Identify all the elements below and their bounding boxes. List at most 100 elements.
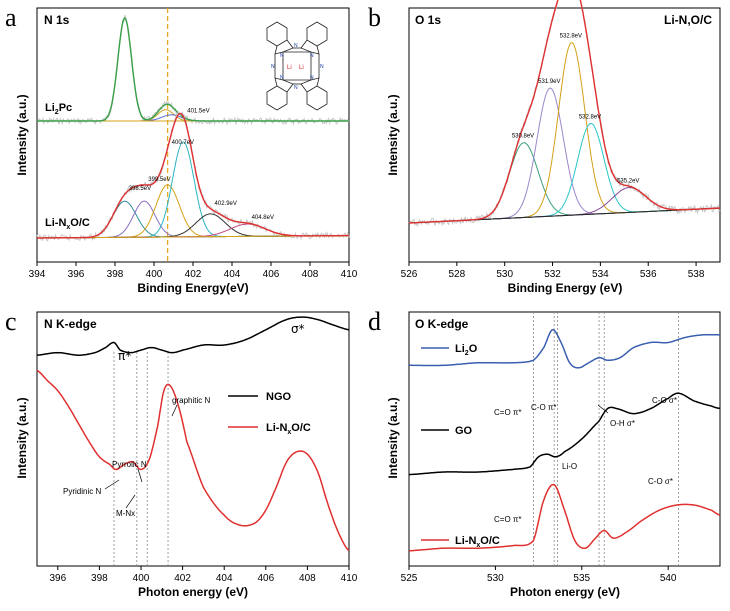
panel-b-frame <box>408 7 721 263</box>
panel-c-graphitic-label: graphitic N <box>172 396 210 405</box>
panel-d-label-go: GO <box>455 425 473 437</box>
mol-li-1: Li <box>287 65 292 71</box>
panel-c-pyridinic-label: Pyridinic N <box>63 487 101 496</box>
d-x-tick-label-540: 540 <box>660 573 677 584</box>
mol-n-7: N <box>280 75 284 81</box>
a-x-tick-label-396: 396 <box>68 269 85 280</box>
b-peak-label-2: 532.8eV <box>560 34 582 40</box>
c-x-tick-label-410: 410 <box>341 573 358 584</box>
a-peak-label-1: 399.5eV <box>148 177 170 183</box>
panel-b-ylabel: Intensity (a.u.) <box>386 94 400 175</box>
b-x-tick-label-538: 538 <box>688 269 705 280</box>
panel-d-labels: Li2O GO Li-NxO/C <box>421 343 500 549</box>
c-x-tick-label-402: 402 <box>174 573 191 584</box>
panel-c-xlabel: Photon energy (eV) <box>138 585 248 599</box>
a-envelope-0 <box>37 16 349 122</box>
a-peak-label-4: 402.9eV <box>215 201 237 207</box>
panel-d-x-ticks: 525 530 535 540 <box>401 566 677 584</box>
panel-b: b O 1s Li-N,O/C 526 528 530 532 534 536 538 Bi… <box>368 0 721 295</box>
panel-c-title: N K-edge <box>44 317 97 331</box>
panel-d-frame <box>408 311 721 567</box>
a-x-tick-label-404: 404 <box>224 269 241 280</box>
phthalocyanine-structure-icon: N N N N N N N N Li Li <box>266 21 328 111</box>
b-x-tick-label-536: 536 <box>640 269 657 280</box>
c-x-tick-label-400: 400 <box>133 573 150 584</box>
a-x-tick-label-398: 398 <box>107 269 124 280</box>
d-x-tick-label-530: 530 <box>487 573 504 584</box>
c-x-tick-label-396: 396 <box>49 573 66 584</box>
b-peak-label-1: 531.9eV <box>538 79 560 85</box>
panel-c-plot <box>36 316 350 566</box>
b-x-tick-label-532: 532 <box>544 269 561 280</box>
b-x-tick-label-534: 534 <box>592 269 609 280</box>
a-x-tick-label-402: 402 <box>185 269 202 280</box>
panel-c-sigma-label: σ* <box>291 322 305 336</box>
panel-c-pyridinic-pointer <box>104 479 120 490</box>
b-peak-label-3: 532.8eV <box>579 114 601 120</box>
panel-c-legend: NGO Li-NxO/C <box>228 391 311 436</box>
a-x-tick-label-394: 394 <box>29 269 46 280</box>
panel-c-ylabel: Intensity (a.u.) <box>15 397 29 478</box>
panel-d-li-o: Li-O <box>562 462 577 471</box>
panel-c-pi-label: π* <box>118 349 131 363</box>
panel-b-sample-label: Li-N,O/C <box>664 13 712 27</box>
panel-a-title: N 1s <box>44 13 70 27</box>
a-peak-label-2: 400.7eV <box>172 140 194 146</box>
panel-c-graphitic-pointer <box>171 404 178 417</box>
a-x-tick-label-408: 408 <box>302 269 319 280</box>
c-x-tick-label-398: 398 <box>91 573 108 584</box>
mol-n-3: N <box>271 64 275 70</box>
panel-c-pyrrolic-pointer <box>137 468 143 483</box>
panel-d-label-li2o: Li2O <box>455 343 478 357</box>
panel-d-c-o-pi: C-O π* <box>531 403 557 412</box>
mol-n-8: N <box>310 75 314 81</box>
a-peak-label-5: 404.8eV <box>252 215 274 221</box>
panel-b-plot: 530.8eV 531.9eV 532.8eV 532.8eV 535.2eV <box>408 0 721 227</box>
panel-a-label-li2pc: Li2Pc <box>45 102 72 116</box>
panel-c-mnx-label: M-Nx <box>116 509 135 518</box>
mol-n-2: N <box>294 85 298 91</box>
panel-c-frame <box>36 311 350 567</box>
b-peak-label-4: 535.2eV <box>617 179 639 185</box>
c-x-tick-label-408: 408 <box>299 573 316 584</box>
panel-a-xlabel: Binding Energy(eV) <box>137 281 248 295</box>
panel-d: d O K-edge 525 530 535 540 Photon energy (e… <box>368 307 721 599</box>
panel-d-plot <box>408 312 721 566</box>
b-x-tick-label-528: 528 <box>449 269 466 280</box>
panel-c-pyrrolic-label: Pyrrolic N <box>112 460 147 469</box>
c-x-tick-label-406: 406 <box>257 573 274 584</box>
panel-letter-a: a <box>5 3 17 32</box>
c-series-Li-N,O/C <box>36 369 350 552</box>
panel-b-xlabel: Binding Energy (eV) <box>508 281 623 295</box>
panel-letter-c: c <box>5 307 17 336</box>
panel-c-x-ticks: 396 398 400 402 404 406 408 410 <box>49 566 358 584</box>
a-peak-label-3: 401.5eV <box>187 108 209 114</box>
panel-a-plot: 398.5eV 399.5eV 400.7eV 401.5eV 402.9eV 404.8… <box>36 8 350 262</box>
panel-d-oh-sigma: O-H σ* <box>610 419 635 428</box>
b-x-tick-label-526: 526 <box>401 269 418 280</box>
panel-d-ylabel: Intensity (a.u.) <box>386 397 400 478</box>
a-x-tick-label-406: 406 <box>263 269 280 280</box>
c-series-NGO <box>36 316 350 356</box>
panel-a-ylabel: Intensity (a.u.) <box>15 94 29 175</box>
d-series-Li2O <box>409 328 720 369</box>
panel-d-co-sigma-li: C-O σ* <box>648 477 673 486</box>
mol-n-1: N <box>294 43 298 49</box>
panel-d-co-sigma-go: C-O σ* <box>652 396 677 405</box>
c-x-tick-label-404: 404 <box>216 573 233 584</box>
panel-letter-d: d <box>368 307 381 336</box>
panel-b-x-ticks: 526 528 530 532 534 536 538 <box>401 262 705 280</box>
d-series-Li-N,O/C <box>408 483 721 552</box>
panel-c-mnx-pointer <box>125 494 136 509</box>
panel-d-co-pi-go: C=O π* <box>494 408 522 417</box>
d-x-tick-label-535: 535 <box>573 573 590 584</box>
mol-n-6: N <box>310 53 314 59</box>
mol-n-4: N <box>320 64 324 70</box>
panel-d-label-linoc: Li-NxO/C <box>455 535 500 549</box>
d-series-GO <box>408 392 721 476</box>
panel-d-xlabel: Photon energy (eV) <box>510 585 620 599</box>
panel-a-x-ticks: 394 396 398 400 402 404 406 408 410 <box>29 262 358 280</box>
panel-c-legend-linoc: Li-NxO/C <box>266 422 311 436</box>
panel-c-legend-ngo: NGO <box>266 391 292 403</box>
